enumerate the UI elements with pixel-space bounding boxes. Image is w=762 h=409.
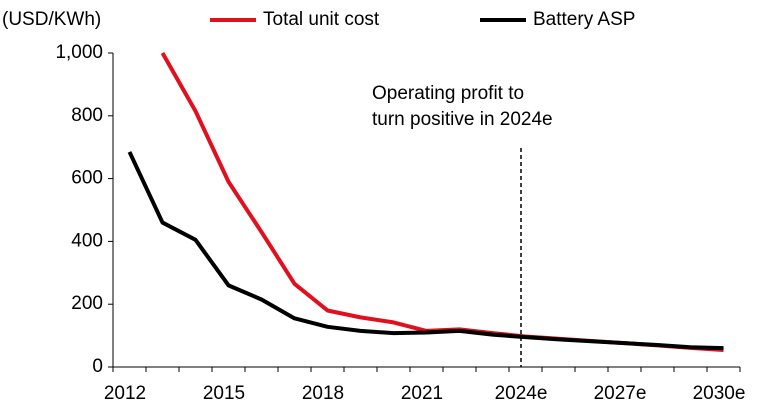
x-tick-label: 2024e [495, 383, 548, 404]
y-tick-label: 1,000 [55, 42, 103, 63]
y-tick-label: 600 [71, 168, 103, 189]
legend-label: Battery ASP [533, 9, 635, 30]
legend-label: Total unit cost [263, 9, 380, 30]
x-tick-label: 2015 [203, 383, 245, 404]
x-tick-label: 2021 [401, 383, 443, 404]
annotation-text: Operating profit to [372, 83, 524, 104]
x-tick-label: 2018 [302, 383, 344, 404]
y-tick-label: 0 [92, 356, 103, 377]
annotation-text: turn positive in 2024e [372, 109, 553, 130]
x-tick-label: 2027e [594, 383, 647, 404]
y-tick-label: 800 [71, 105, 103, 126]
x-tick-label: 2030e [693, 383, 746, 404]
series-line [127, 151, 724, 351]
x-tick-label: 2012 [104, 383, 146, 404]
unit-label: (USD/KWh) [2, 9, 101, 30]
y-tick-label: 400 [71, 230, 103, 251]
y-tick-label: 200 [71, 293, 103, 314]
